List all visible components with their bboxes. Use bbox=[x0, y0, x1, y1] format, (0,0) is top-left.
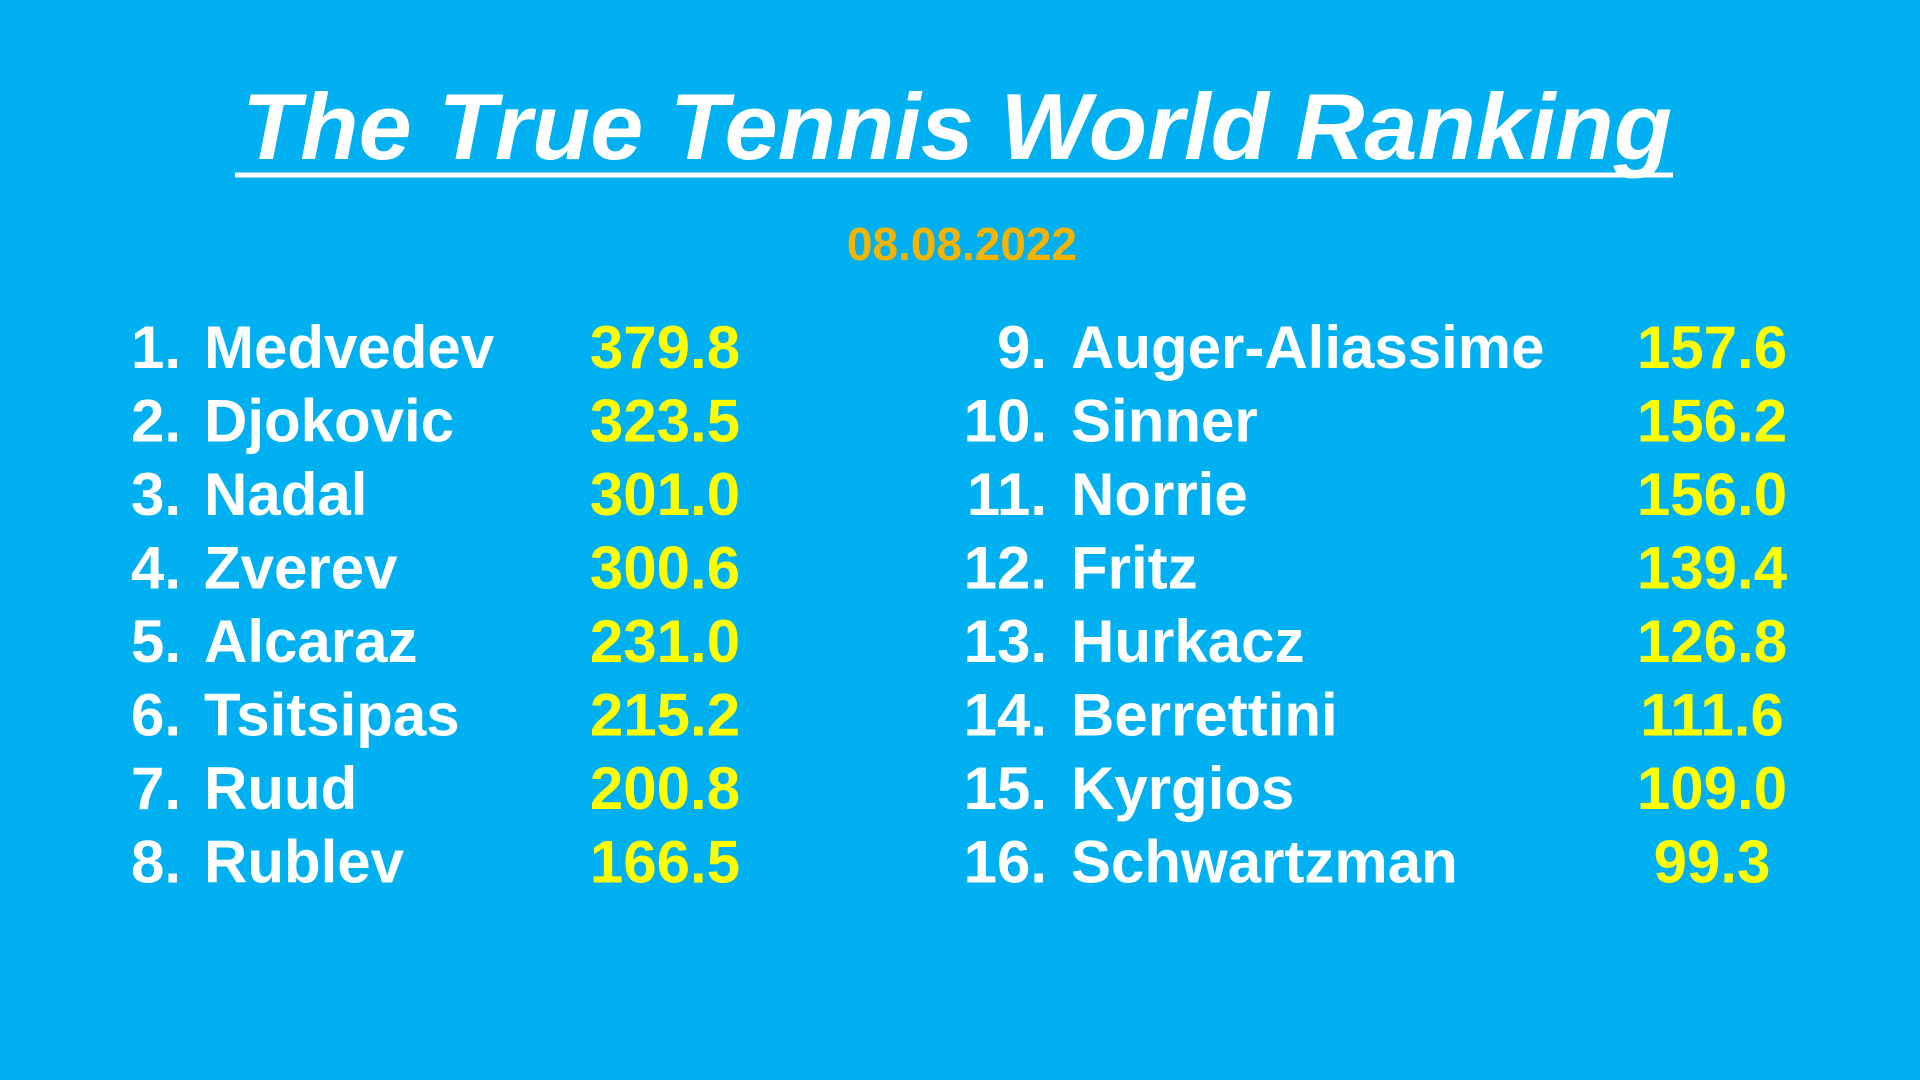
rank: 13. bbox=[964, 608, 1047, 675]
rank: 2. bbox=[131, 388, 181, 455]
points: 323.5 bbox=[590, 388, 740, 455]
points: 215.2 bbox=[590, 682, 740, 749]
player-name: Sinner bbox=[1071, 388, 1258, 455]
points: 99.3 bbox=[1654, 829, 1771, 896]
points: 156.0 bbox=[1637, 461, 1787, 528]
points: 156.2 bbox=[1637, 388, 1787, 455]
rank: 14. bbox=[964, 682, 1047, 749]
rank: 8. bbox=[131, 829, 181, 896]
player-name: Norrie bbox=[1071, 461, 1248, 528]
rank: 11. bbox=[967, 461, 1047, 528]
points: 301.0 bbox=[590, 461, 740, 528]
rank: 7. bbox=[131, 755, 181, 822]
player-name: Alcaraz bbox=[204, 608, 417, 675]
player-name: Medvedev bbox=[204, 314, 495, 381]
player-name: Kyrgios bbox=[1071, 755, 1294, 822]
rank: 4. bbox=[131, 535, 181, 602]
points: 126.8 bbox=[1637, 608, 1787, 675]
rank: 10. bbox=[964, 388, 1047, 455]
points: 139.4 bbox=[1637, 535, 1788, 602]
rank: 15. bbox=[964, 755, 1047, 822]
player-name: Djokovic bbox=[204, 388, 454, 455]
rank: 12. bbox=[964, 535, 1047, 602]
rank: 3. bbox=[131, 461, 181, 528]
points: 157.6 bbox=[1637, 314, 1787, 381]
points: 200.8 bbox=[590, 755, 740, 822]
rank: 9. bbox=[997, 314, 1047, 381]
points: 300.6 bbox=[590, 535, 740, 602]
player-name: Auger-Aliassime bbox=[1071, 314, 1545, 381]
player-name: Zverev bbox=[204, 535, 398, 602]
points: 231.0 bbox=[590, 608, 740, 675]
points: 109.0 bbox=[1637, 755, 1787, 822]
player-name: Tsitsipas bbox=[204, 682, 460, 749]
rank: 1. bbox=[131, 314, 181, 381]
player-name: Ruud bbox=[204, 755, 357, 822]
points: 111.6 bbox=[1640, 682, 1784, 749]
player-name: Schwartzman bbox=[1071, 829, 1458, 896]
rank: 5. bbox=[131, 608, 181, 675]
player-name: Berrettini bbox=[1071, 682, 1338, 749]
date: 08.08.2022 bbox=[847, 218, 1077, 270]
rank: 16. bbox=[964, 829, 1047, 896]
player-name: Fritz bbox=[1071, 535, 1198, 602]
rank: 6. bbox=[131, 682, 181, 749]
title: The True Tennis World Ranking bbox=[242, 74, 1672, 179]
player-name: Hurkacz bbox=[1071, 608, 1304, 675]
player-name: Rublev bbox=[204, 829, 405, 896]
player-name: Nadal bbox=[204, 461, 367, 528]
points: 166.5 bbox=[590, 829, 740, 896]
points: 379.8 bbox=[590, 314, 740, 381]
